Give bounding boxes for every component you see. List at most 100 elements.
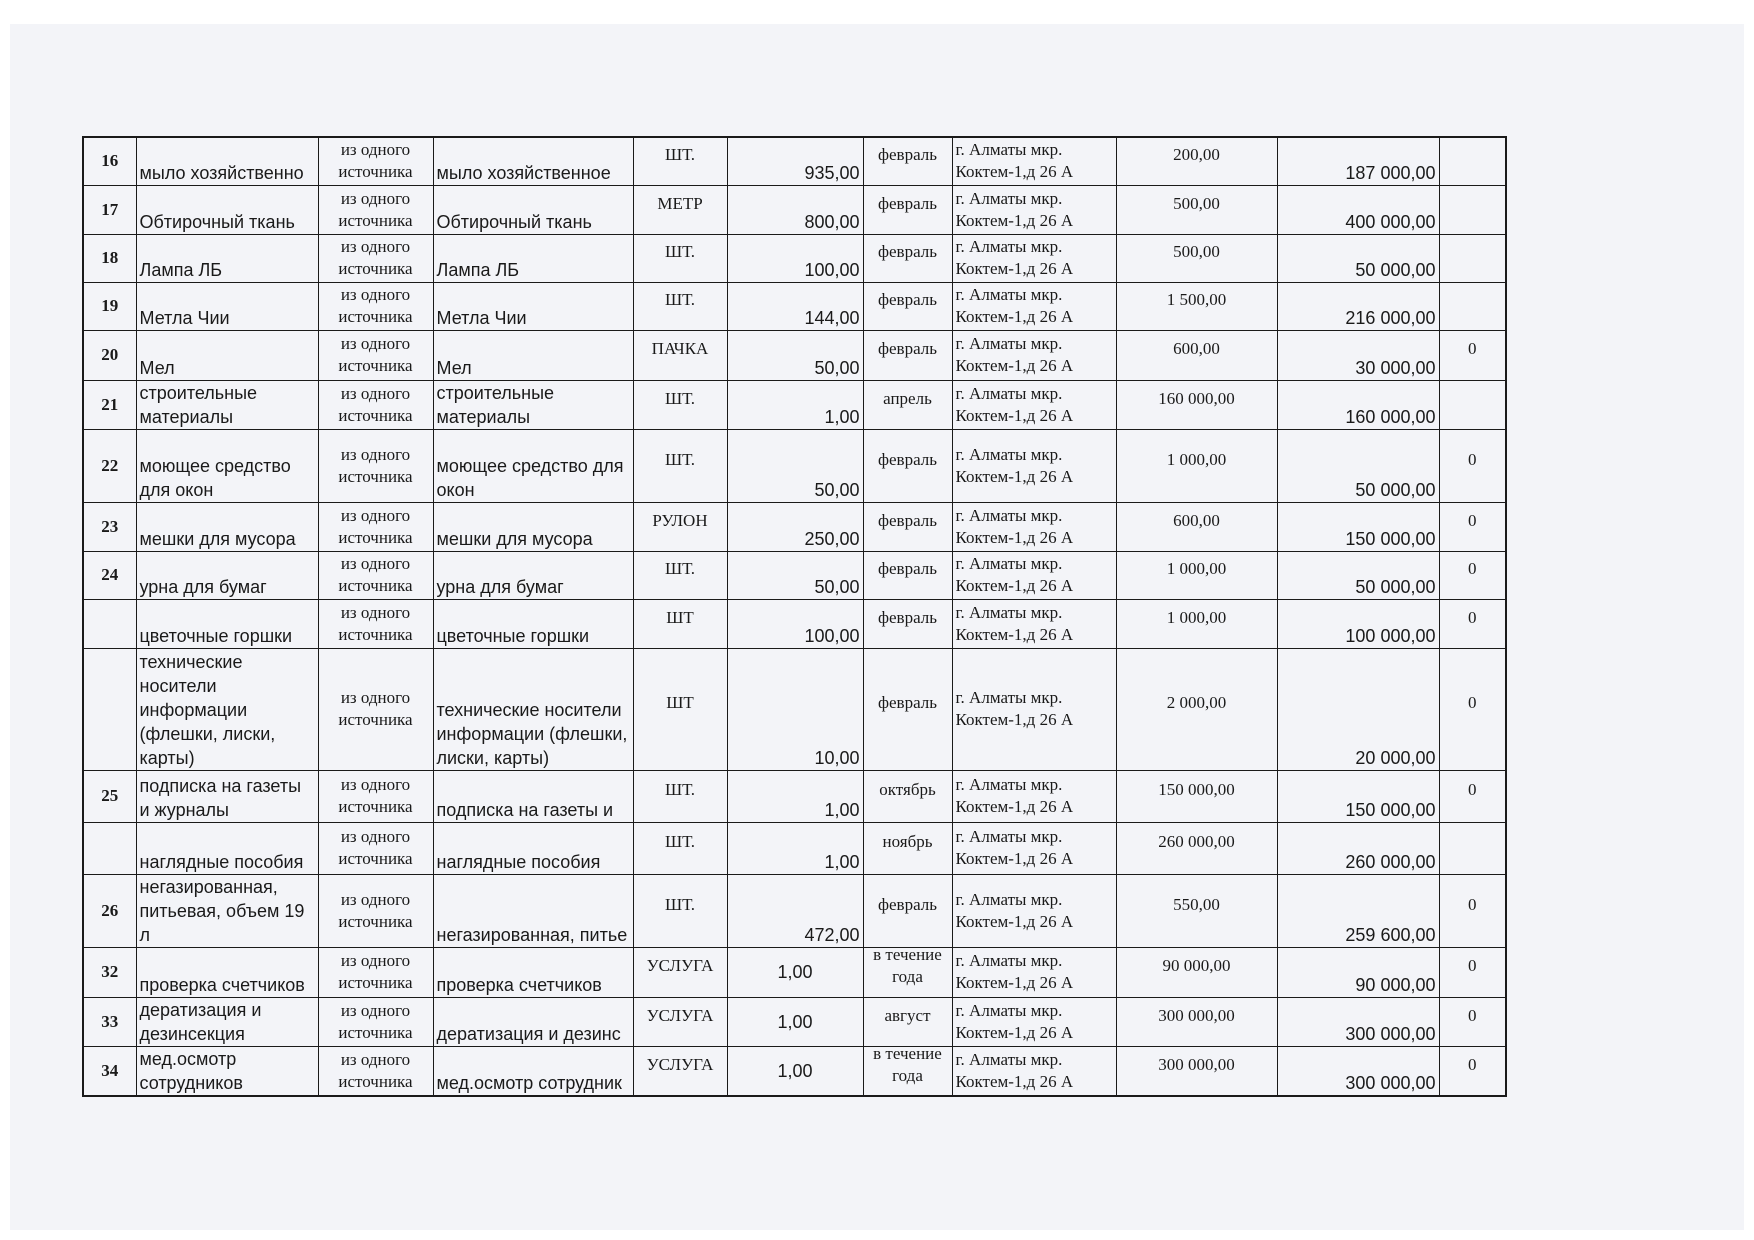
- table-row: 34 мед.осмотр сотрудников из одного источн…: [82, 1045, 1507, 1096]
- delivery-month: февраль: [877, 290, 938, 309]
- total-sum-cell: 50 000,00: [1276, 428, 1440, 503]
- table-row: 26 негазированная, питьевая, объем 19 л из…: [82, 873, 1507, 948]
- table-row: 22 моющее средство для окон из одного исто…: [82, 428, 1507, 503]
- unit-price-cell: 300 000,00: [1115, 1045, 1278, 1096]
- row-number: 20: [101, 345, 119, 364]
- total-sum: 300 000,00: [1345, 1023, 1436, 1044]
- total-sum-cell: 100 000,00: [1276, 598, 1440, 649]
- extra-value: 0: [1468, 894, 1477, 914]
- total-sum: 300 000,00: [1345, 1072, 1436, 1093]
- delivery-place: г. Алматы мкр. Коктем-1,д 26 А: [955, 1000, 1074, 1042]
- unit-price-cell: 1 000,00: [1115, 428, 1278, 503]
- delivery-place: г. Алматы мкр. Коктем-1,д 26 А: [955, 554, 1074, 595]
- delivery-place-cell: г. Алматы мкр. Коктем-1,д 26 А: [951, 281, 1117, 331]
- item-description-cell: урна для бумаг: [432, 550, 634, 600]
- procurement-method: из одного источника: [338, 444, 413, 486]
- item-name: строительные материалы: [139, 382, 258, 427]
- row-number-cell: 26: [82, 873, 137, 948]
- row-number-cell: [82, 821, 137, 875]
- row-number: 34: [101, 1060, 119, 1080]
- delivery-month: февраль: [877, 449, 938, 469]
- row-number-cell: 23: [82, 501, 137, 552]
- procurement-method: из одного источника: [338, 775, 413, 816]
- table-row: 24 урна для бумаг из одного источника урна …: [82, 550, 1507, 600]
- unit-cell: ШТ.: [632, 428, 728, 503]
- item-description: мыло хозяйственное: [436, 162, 611, 183]
- extra-value-cell: [1438, 821, 1507, 875]
- unit-cell: УСЛУГА: [632, 996, 728, 1047]
- total-sum: 160 000,00: [1345, 406, 1436, 427]
- item-name-cell: технические носители информации (флешки,…: [135, 647, 319, 771]
- table-row: 23 мешки для мусора из одного источника меш…: [82, 501, 1507, 552]
- unit-price: 500,00: [1173, 193, 1220, 213]
- total-sum-cell: 20 000,00: [1276, 647, 1440, 771]
- table-row: 25 подписка на газеты и журналы из одного …: [82, 769, 1507, 823]
- total-sum-cell: 300 000,00: [1276, 1045, 1440, 1096]
- item-name-cell: проверка счетчиков: [135, 946, 319, 998]
- delivery-month: февраль: [877, 242, 938, 261]
- delivery-month-cell: февраль: [862, 184, 953, 235]
- total-sum: 50 000,00: [1355, 259, 1436, 280]
- procurement-method: из одного источника: [338, 188, 413, 230]
- quantity: 144,00: [804, 307, 860, 328]
- total-sum-cell: 50 000,00: [1276, 233, 1440, 283]
- total-sum: 30 000,00: [1355, 357, 1436, 378]
- quantity: 1,00: [824, 851, 860, 872]
- delivery-place-cell: г. Алматы мкр. Коктем-1,д 26 А: [951, 598, 1117, 649]
- quantity-cell: 1,00: [726, 769, 864, 823]
- table-row: 17 Обтирочный ткань из одного источника Обт…: [82, 184, 1507, 235]
- item-description-cell: цветочные горшки: [432, 598, 634, 649]
- item-name-cell: негазированная, питьевая, объем 19 л: [135, 873, 319, 948]
- item-name-cell: мешки для мусора: [135, 501, 319, 552]
- unit-price: 1 000,00: [1166, 607, 1227, 627]
- unit-cell: ШТ.: [632, 550, 728, 600]
- delivery-place-cell: г. Алматы мкр. Коктем-1,д 26 А: [951, 647, 1117, 771]
- delivery-month-cell: в течение года: [862, 1045, 953, 1096]
- quantity: 1,00: [824, 799, 860, 820]
- unit-price: 1 000,00: [1166, 559, 1227, 578]
- item-description-cell: негазированная, питье: [432, 873, 634, 948]
- quantity: 100,00: [804, 259, 860, 280]
- row-number-cell: 20: [82, 329, 137, 381]
- total-sum: 50 000,00: [1355, 576, 1436, 597]
- item-description: цветочные горшки: [436, 625, 590, 646]
- row-number: 22: [101, 455, 119, 475]
- extra-value-cell: [1438, 136, 1507, 186]
- delivery-month: февраль: [877, 607, 938, 627]
- extra-value: 0: [1468, 1005, 1477, 1025]
- row-number-cell: [82, 598, 137, 649]
- procurement-method: из одного источника: [338, 827, 413, 868]
- quantity: 50,00: [814, 357, 860, 378]
- item-description: наглядные пособия: [436, 851, 601, 872]
- extra-value-cell: [1438, 379, 1507, 430]
- procurement-method-cell: из одного источника: [317, 136, 434, 186]
- procurement-method-cell: из одного источника: [317, 329, 434, 381]
- item-name-cell: наглядные пособия: [135, 821, 319, 875]
- procurement-method: из одного источника: [338, 1000, 413, 1042]
- delivery-month-cell: февраль: [862, 281, 953, 331]
- item-description: технические носители информации (флешки,…: [436, 699, 628, 768]
- table-row: 21 строительные материалы из одного источн…: [82, 379, 1507, 430]
- delivery-month-cell: апрель: [862, 379, 953, 430]
- unit-price-cell: 600,00: [1115, 329, 1278, 381]
- unit: ШТ.: [664, 290, 696, 309]
- total-sum: 50 000,00: [1355, 479, 1436, 500]
- row-number: 24: [101, 565, 119, 584]
- extra-value-cell: 0: [1438, 647, 1507, 771]
- total-sum: 150 000,00: [1345, 799, 1436, 820]
- quantity-cell: 50,00: [726, 329, 864, 381]
- unit: УСЛУГА: [646, 1054, 714, 1074]
- extra-value: 0: [1468, 339, 1477, 358]
- item-name: Обтирочный ткань: [139, 211, 295, 232]
- quantity: 472,00: [804, 924, 860, 945]
- unit-price: 2 000,00: [1166, 693, 1227, 712]
- quantity: 10,00: [814, 747, 860, 768]
- delivery-month-cell: февраль: [862, 598, 953, 649]
- procurement-method-cell: из одного источника: [317, 501, 434, 552]
- item-name-cell: мед.осмотр сотрудников: [135, 1045, 319, 1096]
- item-name-cell: строительные материалы: [135, 379, 319, 430]
- delivery-place-cell: г. Алматы мкр. Коктем-1,д 26 А: [951, 501, 1117, 552]
- procurement-method-cell: из одного источника: [317, 550, 434, 600]
- item-description-cell: моющее средство для окон: [432, 428, 634, 503]
- item-description: Мел: [436, 357, 472, 378]
